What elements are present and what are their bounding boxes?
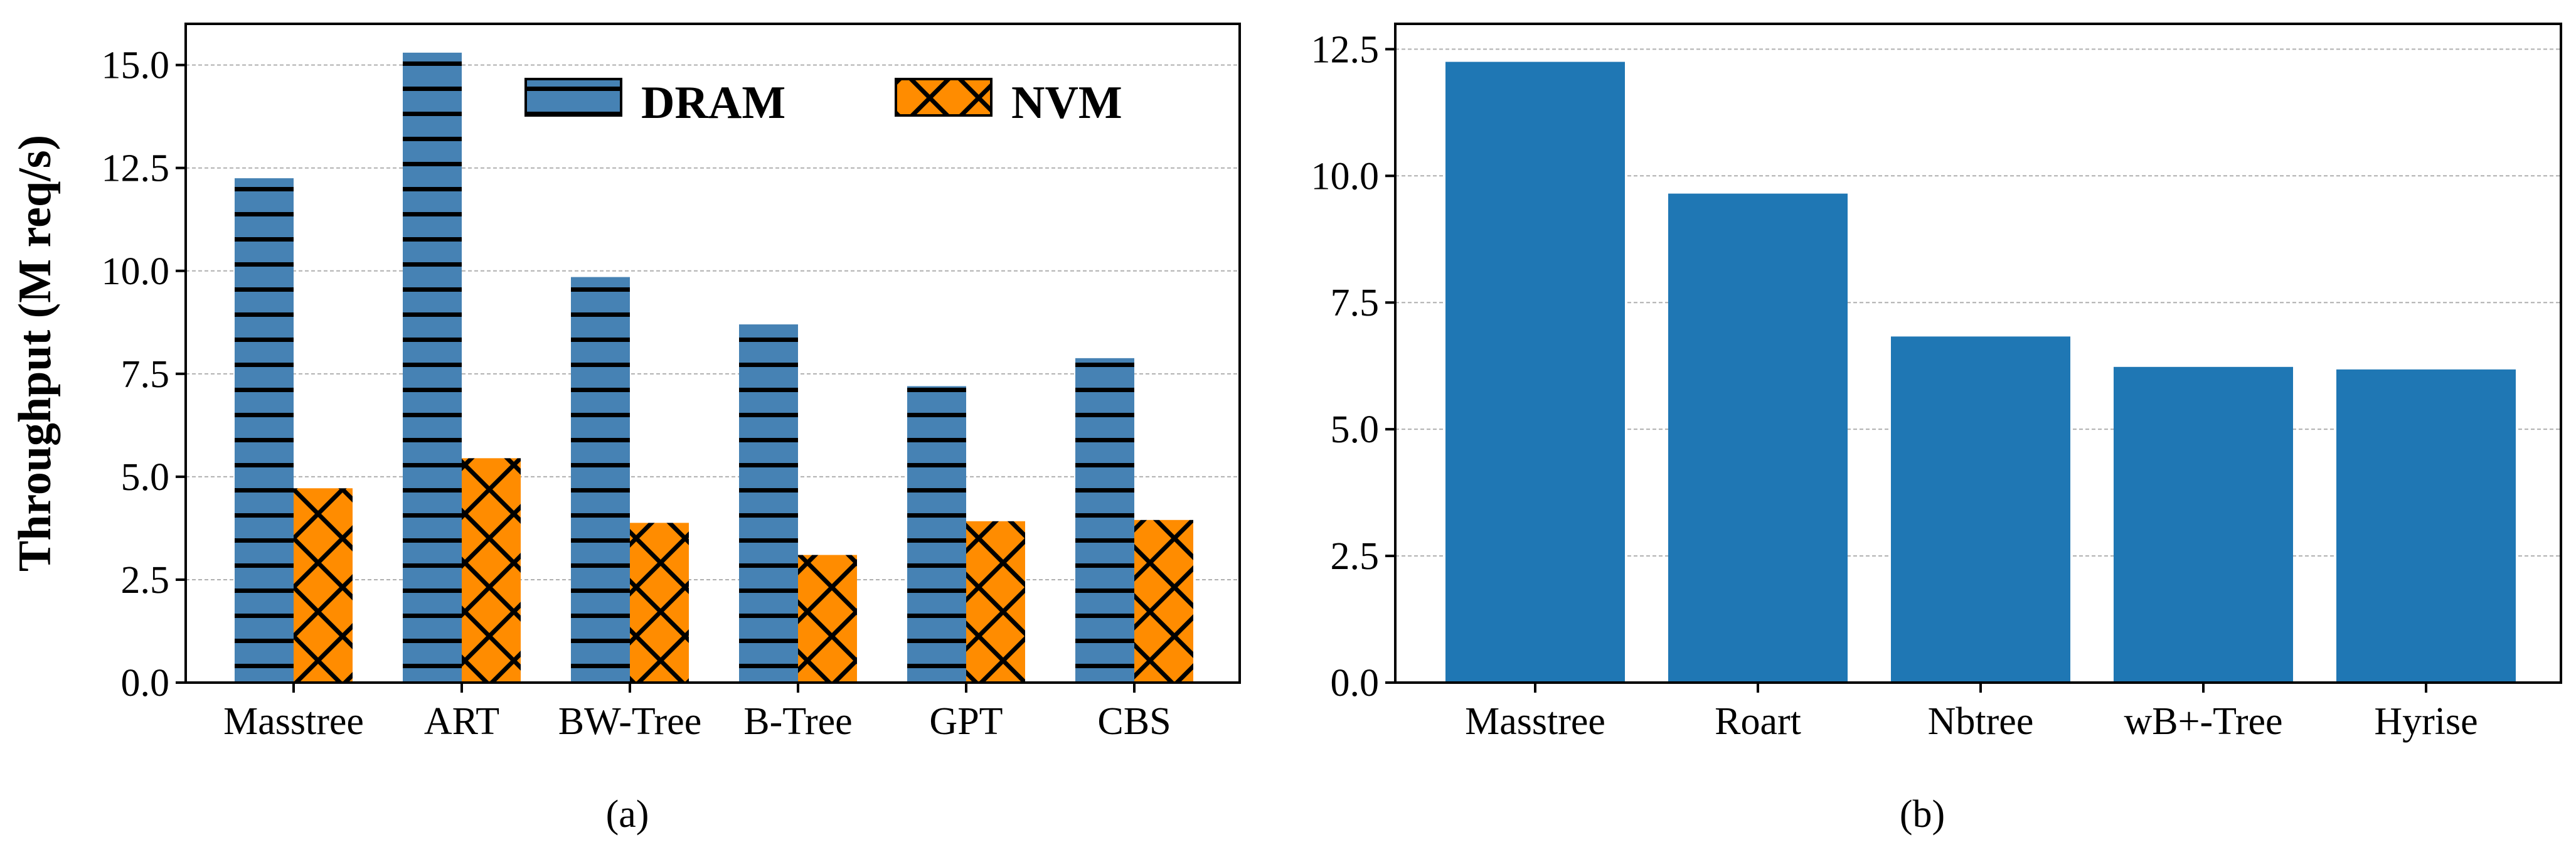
x-tick-label-masstree: Masstree bbox=[223, 700, 364, 743]
panel-b-axes-frame bbox=[1394, 23, 2562, 684]
y-tick-label: 12.5 bbox=[1311, 28, 1380, 71]
bar-cbs-dram bbox=[1075, 358, 1134, 683]
x-tick-label-gpt: GPT bbox=[929, 700, 1003, 743]
panel-a-legend: DRAM NVM bbox=[524, 77, 1122, 129]
bar-gpt-nvm bbox=[966, 521, 1025, 683]
bar-masstree bbox=[1445, 61, 1625, 683]
legend-label-nvm: NVM bbox=[1011, 77, 1122, 129]
y-tick-label: 5.0 bbox=[121, 456, 170, 499]
legend-swatch-nvm bbox=[895, 78, 993, 117]
legend-item-dram: DRAM bbox=[524, 77, 785, 129]
bar-masstree-dram bbox=[235, 178, 294, 683]
y-tick-label: 0.0 bbox=[1331, 662, 1380, 705]
y-tick-label: 12.5 bbox=[102, 147, 170, 190]
bar-bw-tree-dram bbox=[571, 277, 630, 683]
y-tick-label: 10.0 bbox=[1311, 155, 1380, 198]
panel-b-caption: (b) bbox=[1900, 793, 1945, 836]
legend-label-dram: DRAM bbox=[641, 77, 785, 129]
bar-art-dram bbox=[403, 52, 462, 683]
bar-roart bbox=[1668, 193, 1848, 683]
legend-swatch-dram bbox=[524, 78, 622, 117]
bar-hyrise bbox=[2336, 369, 2516, 683]
panel-a-y-axis-title: Throughput (M req/s) bbox=[9, 135, 61, 572]
bar-b-tree-dram bbox=[739, 324, 798, 683]
y-tick-label: 7.5 bbox=[1331, 282, 1380, 324]
bar-bw-tree-nvm bbox=[630, 523, 689, 683]
panel-b-y-ticks: 0.0 2.5 5.0 7.5 10.0 12.5 bbox=[1311, 28, 1395, 705]
panel-a-gridlines bbox=[186, 64, 1240, 580]
x-tick-label-masstree: Masstree bbox=[1465, 700, 1605, 743]
x-tick-label-cbs: CBS bbox=[1097, 700, 1171, 743]
x-tick-label-art: ART bbox=[424, 700, 499, 743]
legend-item-nvm: NVM bbox=[895, 77, 1122, 129]
panel-a-x-ticks: Masstree ART BW-Tree B-Tree GPT CBS bbox=[223, 683, 1171, 743]
bar-gpt-dram bbox=[907, 386, 966, 683]
panel-a-chart: 0.0 2.5 5.0 7.5 10.0 12.5 15.0 Masstree ART BW-T… bbox=[9, 23, 1241, 836]
x-tick-label-b-tree: B-Tree bbox=[743, 700, 852, 743]
x-tick-label-roart: Roart bbox=[1715, 700, 1801, 743]
x-tick-label-nbtree: Nbtree bbox=[1928, 700, 2034, 743]
y-tick-label: 15.0 bbox=[102, 45, 170, 87]
bar-art-nvm bbox=[462, 458, 521, 683]
y-tick-label: 10.0 bbox=[102, 250, 170, 293]
bar-masstree-nvm bbox=[294, 488, 353, 683]
panel-a-axes-frame bbox=[184, 23, 1241, 684]
bar-b-tree-nvm bbox=[798, 555, 857, 683]
panel-a-bars bbox=[235, 52, 1193, 683]
y-tick-label: 0.0 bbox=[121, 662, 170, 705]
x-tick-label-bw-tree: BW-Tree bbox=[558, 700, 701, 743]
y-tick-label: 2.5 bbox=[121, 559, 170, 602]
panel-b-x-ticks: Masstree Roart Nbtree wB+-Tree Hyrise bbox=[1465, 683, 2478, 743]
panel-b-bars bbox=[1445, 61, 2516, 683]
x-tick-label-hyrise: Hyrise bbox=[2374, 700, 2478, 743]
bar-nbtree bbox=[1891, 336, 2070, 683]
x-tick-label-wb-tree: wB+-Tree bbox=[2124, 700, 2282, 743]
panel-a-y-ticks: 0.0 2.5 5.0 7.5 10.0 12.5 15.0 bbox=[102, 45, 186, 705]
y-tick-label: 2.5 bbox=[1331, 535, 1380, 578]
panel-a-caption: (a) bbox=[606, 793, 649, 836]
panel-b-chart: 0.0 2.5 5.0 7.5 10.0 12.5 Masstree Roart Nbtree… bbox=[1311, 23, 2562, 836]
y-tick-label: 5.0 bbox=[1331, 408, 1380, 451]
y-tick-label: 7.5 bbox=[121, 353, 170, 396]
bar-wb-tree bbox=[2114, 366, 2293, 683]
bar-cbs-nvm bbox=[1134, 519, 1193, 683]
